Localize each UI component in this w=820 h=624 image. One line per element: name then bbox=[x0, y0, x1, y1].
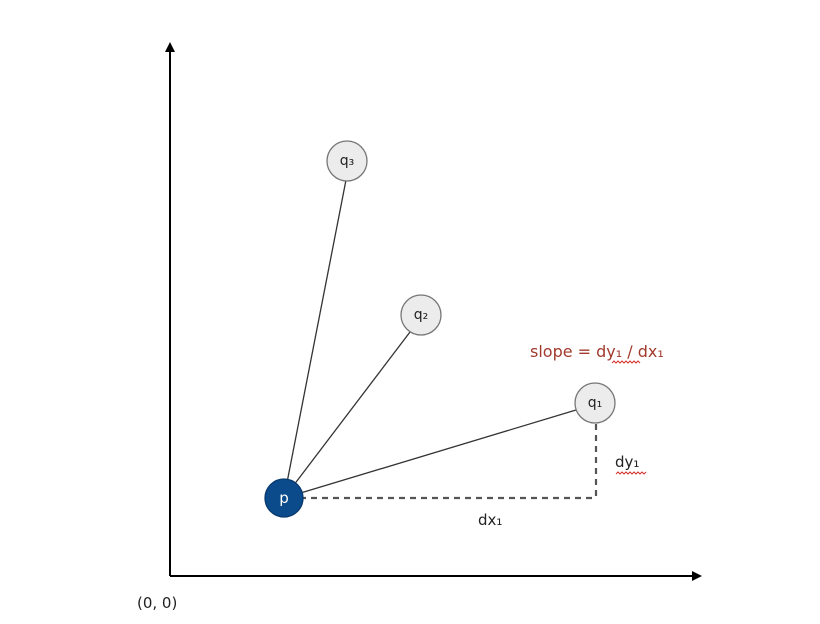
node-p: p bbox=[264, 478, 304, 518]
dx-label: dx₁ bbox=[478, 511, 502, 529]
svg-text:q₂: q₂ bbox=[414, 307, 429, 323]
svg-text:q₃: q₃ bbox=[340, 153, 355, 169]
svg-text:p: p bbox=[279, 489, 289, 507]
edge-p-q3 bbox=[283, 179, 347, 499]
node-q3: q₃ bbox=[326, 140, 368, 182]
dy-spellcheck-underline bbox=[615, 471, 647, 475]
node-q1: q₁ bbox=[574, 382, 616, 424]
node-q2: q₂ bbox=[400, 294, 442, 336]
slope-label: slope = dy₁ / dx₁ bbox=[530, 342, 664, 361]
edge-p-q1 bbox=[283, 409, 577, 499]
slope-spellcheck-underline bbox=[611, 360, 641, 364]
dy-label-group: dy₁ bbox=[615, 453, 647, 475]
edge-p-q2 bbox=[283, 331, 411, 499]
svg-text:q₁: q₁ bbox=[588, 395, 603, 411]
slope-label-group: slope = dy₁ / dx₁ bbox=[530, 342, 664, 364]
origin-label: (0, 0) bbox=[137, 594, 177, 612]
dy-label: dy₁ bbox=[615, 453, 639, 471]
